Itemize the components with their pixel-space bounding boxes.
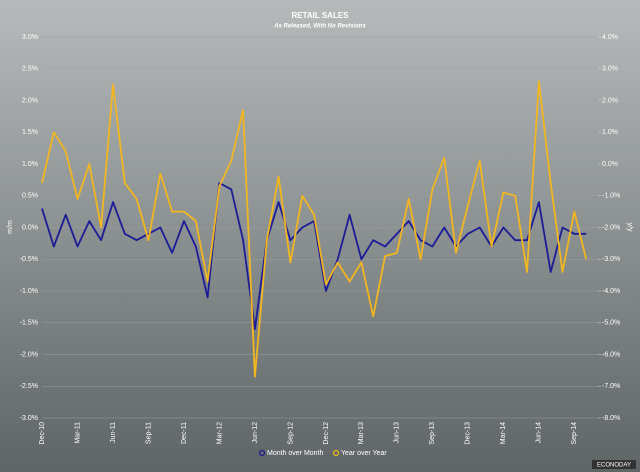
- y-tick-label: 0.5%: [22, 193, 38, 200]
- y2-tick-label: -8.0%: [602, 415, 620, 422]
- legend-marker: [332, 449, 340, 457]
- y-tick-label: 2.5%: [22, 66, 38, 73]
- y2-tick-label: -3.0%: [602, 256, 620, 263]
- y-tick-label: -3.0%: [20, 415, 38, 422]
- y-tick-label: 2.0%: [22, 97, 38, 104]
- legend-marker: [258, 449, 266, 457]
- y-tick-label: -1.5%: [20, 320, 38, 327]
- y2-tick-label: 2.0%: [602, 97, 618, 104]
- x-tick-label: Jun-12: [252, 422, 259, 444]
- x-tick-label: Mar-14: [500, 422, 507, 444]
- x-tick-label: Dec-12: [323, 422, 330, 445]
- legend-label: Month over Month: [267, 450, 324, 457]
- y-tick-label: -2.5%: [20, 383, 38, 390]
- y2-tick-label: 3.0%: [602, 66, 618, 73]
- x-tick-label: Jun-14: [536, 422, 543, 444]
- x-tick-label: Mar-13: [358, 422, 365, 444]
- series-line: [41, 182, 587, 330]
- y2-tick-label: -4.0%: [602, 288, 620, 295]
- y-tick-label: 1.5%: [22, 129, 38, 136]
- x-tick-label: Sep-13: [429, 422, 436, 445]
- source-logo: ECONODAY: [597, 463, 631, 469]
- y-tick-label: 3.0%: [22, 34, 38, 41]
- y-tick-label: -2.0%: [20, 351, 38, 358]
- x-tick-label: Sep-11: [145, 422, 152, 444]
- y2-tick-label: 4.0%: [602, 34, 618, 41]
- y-tick-label: -1.0%: [20, 288, 38, 295]
- y2-tick-label: -6.0%: [602, 351, 620, 358]
- chart-title: RETAIL SALES: [291, 11, 349, 20]
- x-tick-label: Sep-14: [571, 422, 578, 445]
- x-tick-label: Dec-10: [39, 422, 46, 445]
- x-tick-label: Mar-12: [216, 422, 223, 444]
- x-tick-label: Sep-12: [287, 422, 294, 445]
- y-tick-label: 1.0%: [22, 161, 38, 168]
- y2-tick-label: -2.0%: [602, 224, 620, 231]
- x-tick-label: Jun-11: [110, 422, 117, 443]
- x-tick-label: Jun-13: [394, 422, 401, 444]
- chart-subtitle: As Released, With No Revisions: [273, 24, 366, 30]
- x-tick-label: Dec-11: [181, 422, 188, 444]
- y2-tick-label: 0.0%: [602, 161, 618, 168]
- x-tick-label: Dec-13: [465, 422, 472, 445]
- y-axis-label: m/m: [7, 220, 14, 234]
- y2-tick-label: -1.0%: [602, 193, 620, 200]
- y-tick-label: -0.5%: [20, 256, 38, 263]
- y2-tick-label: -7.0%: [602, 383, 620, 390]
- y2-axis-label: y/y: [626, 223, 633, 232]
- y-tick-label: 0.0%: [22, 224, 38, 231]
- y2-tick-label: -5.0%: [602, 320, 620, 327]
- x-tick-label: Mar-11: [74, 422, 81, 444]
- logo-box: [592, 460, 636, 469]
- series-line: [41, 80, 588, 378]
- legend-label: Year over Year: [341, 450, 387, 457]
- y2-tick-label: 1.0%: [602, 129, 618, 136]
